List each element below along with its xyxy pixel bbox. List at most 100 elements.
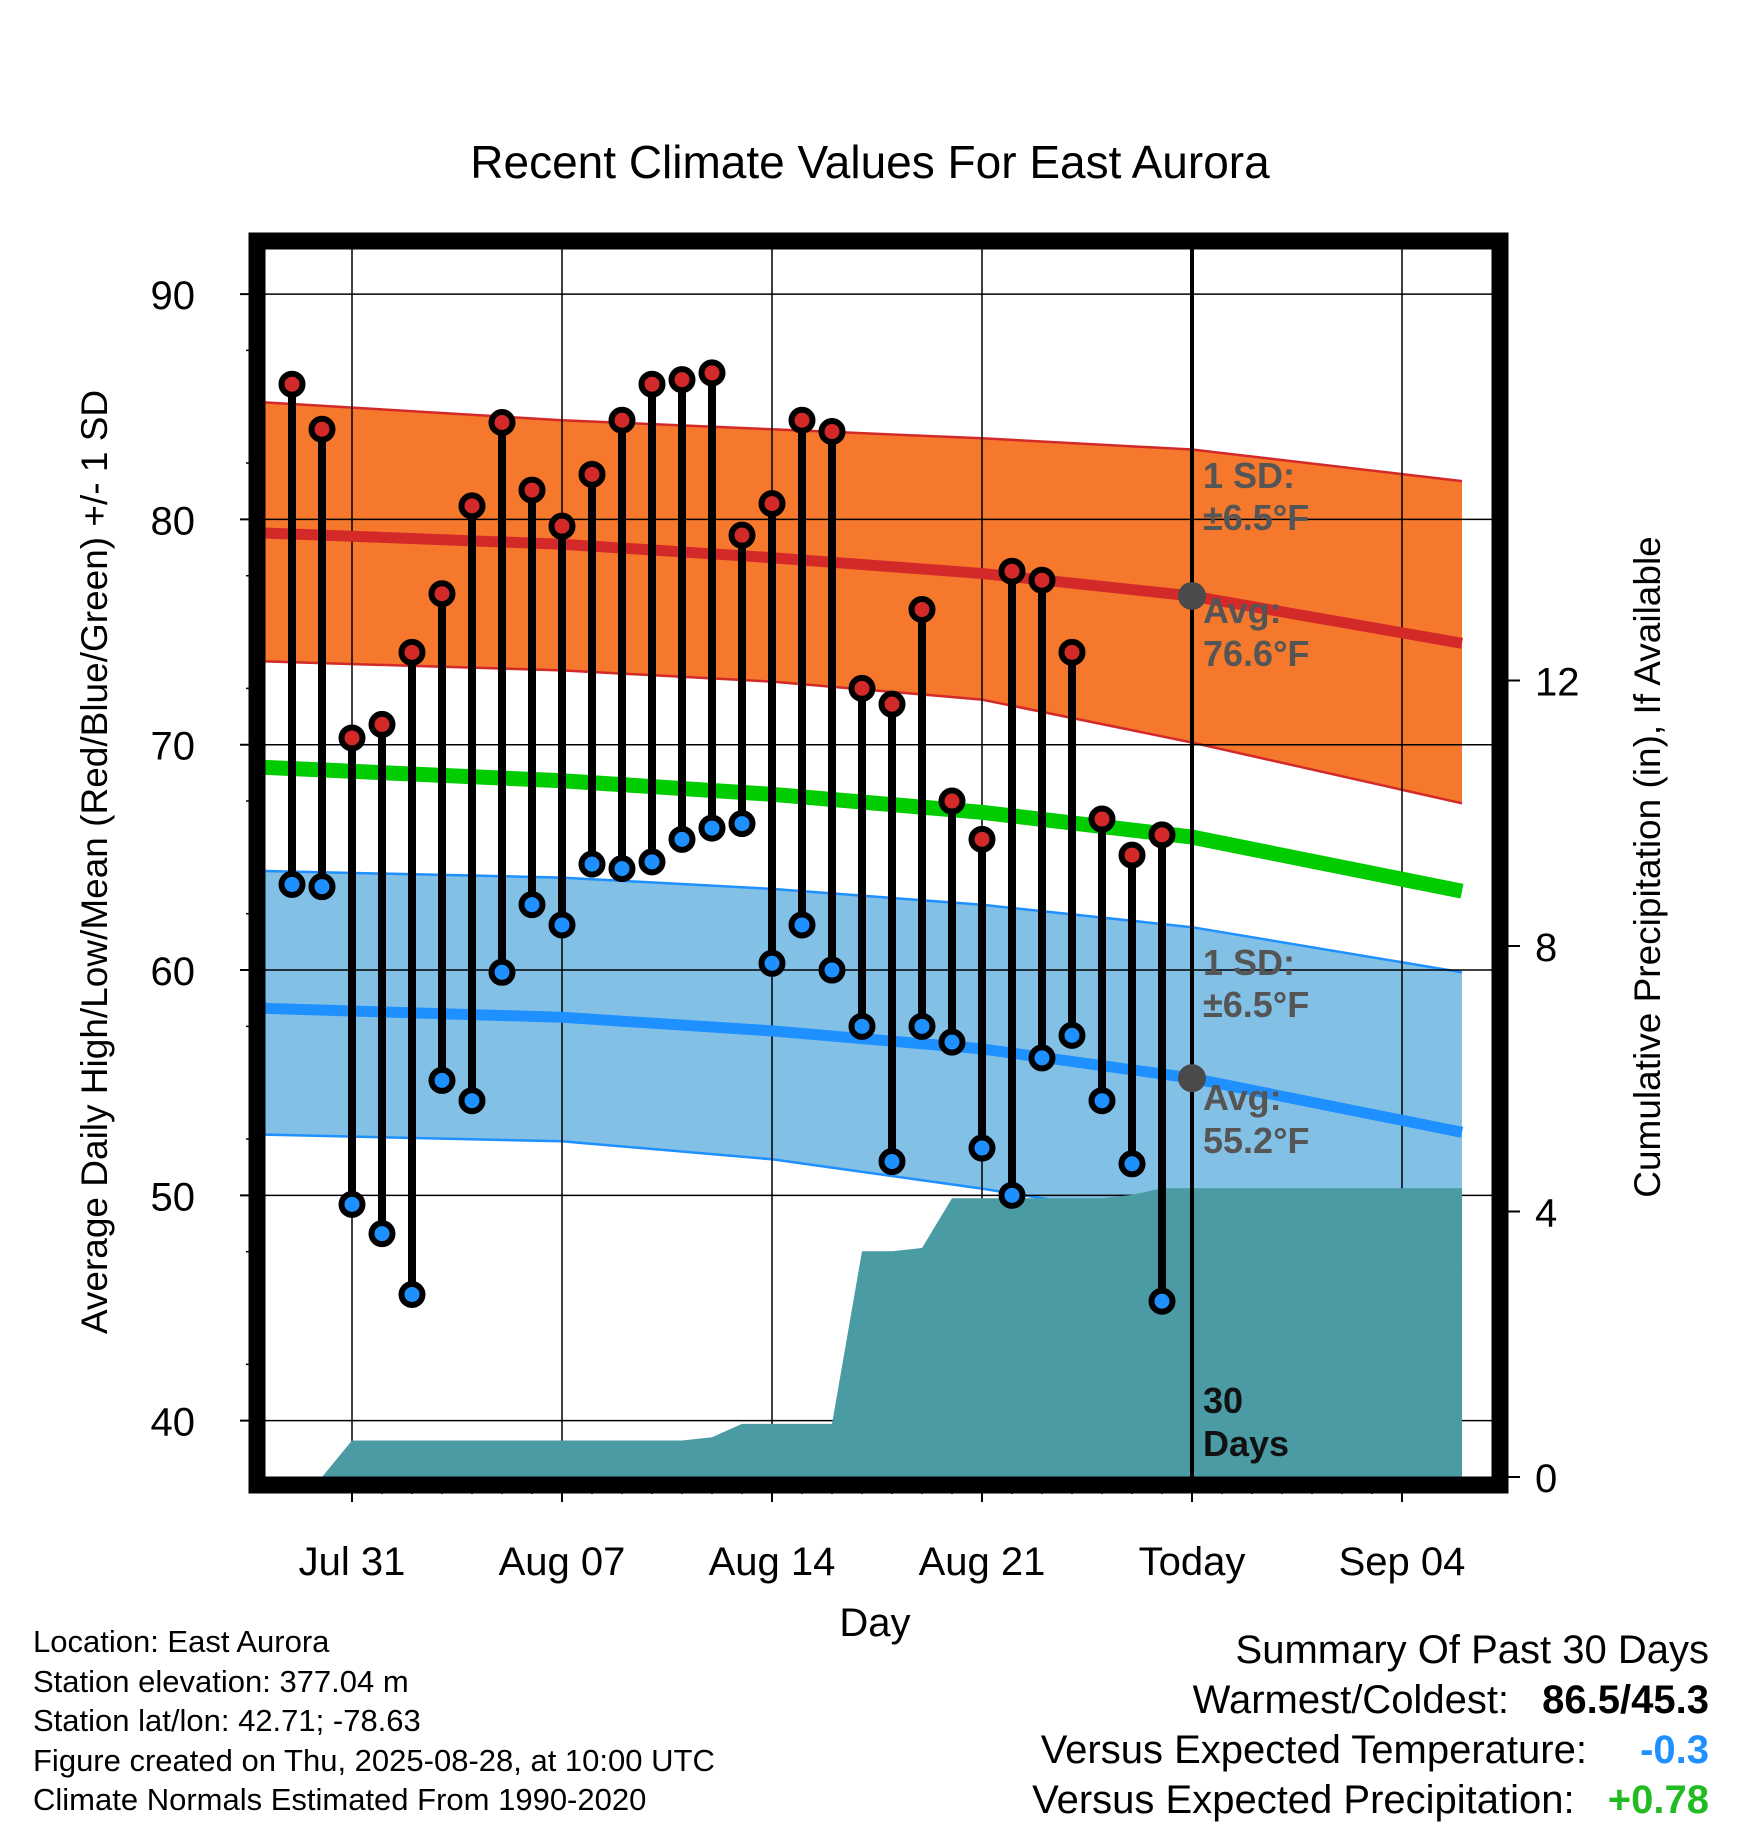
low-sd-band-upper-edge <box>265 869 1463 974</box>
normals-text: Climate Normals Estimated From 1990-2020 <box>33 1782 647 1817</box>
high-point <box>788 406 816 434</box>
precipitation-area <box>322 1188 1462 1477</box>
low-point <box>848 1012 876 1040</box>
low-point <box>758 949 786 977</box>
low-point <box>788 911 816 939</box>
precipitation-fill <box>322 1188 1462 1477</box>
low-avg-title: Avg: <box>1203 1077 1282 1118</box>
mean-average-line <box>265 759 1464 899</box>
x-tick-label: Aug 07 <box>499 1540 626 1584</box>
high-point <box>278 370 306 398</box>
low-point <box>278 870 306 898</box>
high-point <box>818 418 846 446</box>
low-point <box>368 1220 396 1248</box>
today-low-average-dot <box>1178 1064 1206 1093</box>
high-point <box>1058 638 1086 666</box>
high-point <box>1088 805 1116 833</box>
high-point <box>1148 821 1176 849</box>
temperature-value: -0.3 <box>1640 1728 1709 1772</box>
low-average-line <box>265 1002 1464 1138</box>
high-point <box>728 521 756 549</box>
high-point <box>548 512 576 540</box>
precipitation-value: +0.78 <box>1607 1778 1709 1822</box>
low-point <box>968 1134 996 1162</box>
low-point <box>908 1012 936 1040</box>
days-word: Days <box>1203 1423 1289 1464</box>
y-tick-label: 90 <box>151 274 196 318</box>
high-sd-band-lower-edge <box>265 660 1463 805</box>
low-point <box>938 1028 966 1056</box>
high-point <box>998 557 1026 585</box>
y-tick-label: 50 <box>151 1175 196 1219</box>
days-number: 30 <box>1203 1380 1243 1421</box>
y2-tick-label: 0 <box>1535 1457 1557 1501</box>
warmest-coldest-value: 86.5/45.3 <box>1542 1678 1709 1722</box>
high-point <box>848 674 876 702</box>
y-tick-label: 40 <box>151 1401 196 1445</box>
low-point <box>338 1190 366 1218</box>
x-tick-label: Sep 04 <box>1339 1540 1466 1584</box>
x-tick-label: Today <box>1139 1540 1246 1584</box>
daily-points <box>278 359 1176 1315</box>
chart-title: Recent Climate Values For East Aurora <box>470 136 1270 188</box>
plot-border <box>248 232 1509 1494</box>
high-point <box>518 476 546 504</box>
low-sd-title: 1 SD: <box>1203 942 1295 983</box>
high-point <box>1118 841 1146 869</box>
elevation-text: Station elevation: 377.04 m <box>33 1663 409 1699</box>
high-point <box>1028 566 1056 594</box>
average-lines <box>265 527 1464 1138</box>
summary-panel: Summary Of Past 30 Days Warmest/Coldest:… <box>1032 1625 1709 1825</box>
high-point <box>698 359 726 387</box>
low-point <box>608 855 636 883</box>
today-high-average-dot <box>1178 581 1206 610</box>
low-point <box>728 810 756 838</box>
daily-range-stems <box>288 372 1166 1302</box>
low-point <box>698 814 726 842</box>
high-avg-title: Avg: <box>1203 590 1282 631</box>
y2-axis-label: Cumulative Precipitation (in), If Availa… <box>1627 536 1668 1198</box>
temperature-label: Versus Expected Temperature: <box>1040 1728 1587 1772</box>
low-point <box>428 1066 456 1094</box>
created-text: Figure created on Thu, 2025-08-28, at 10… <box>33 1742 715 1778</box>
low-avg-value: 55.2°F <box>1203 1120 1309 1161</box>
low-point <box>488 958 516 986</box>
high-sd-title: 1 SD: <box>1203 455 1295 496</box>
warmest-coldest-label: Warmest/Coldest: <box>1192 1678 1510 1722</box>
x-tick-label: Aug 14 <box>709 1540 836 1584</box>
low-point <box>878 1148 906 1176</box>
high-point <box>488 408 516 436</box>
high-point <box>638 370 666 398</box>
high-point <box>608 406 636 434</box>
y-axis-label: Average Daily High/Low/Mean (Red/Blue/Gr… <box>74 390 115 1334</box>
low-sd-value: ±6.5°F <box>1203 984 1309 1025</box>
axes: 40 50 60 70 80 90 0 4 8 12 Jul 31 Aug 07 Aug 14 Aug 2… <box>74 274 1668 1645</box>
low-point <box>458 1087 486 1115</box>
high-point <box>368 710 396 738</box>
y2-tick-label: 4 <box>1535 1191 1557 1235</box>
low-point <box>578 850 606 878</box>
low-point <box>308 873 336 901</box>
low-point <box>1058 1021 1086 1049</box>
latlon-text: Station lat/lon: 42.71; -78.63 <box>33 1703 421 1738</box>
high-point <box>338 724 366 752</box>
high-point <box>968 825 996 853</box>
high-sd-value: ±6.5°F <box>1203 497 1309 538</box>
x-tick-label: Aug 21 <box>919 1540 1046 1584</box>
low-point <box>1118 1150 1146 1178</box>
high-point <box>428 580 456 608</box>
high-avg-value: 76.6°F <box>1203 633 1309 674</box>
high-point <box>458 492 486 520</box>
plot-frame <box>248 232 1509 1494</box>
low-point <box>998 1181 1026 1209</box>
high-point <box>938 787 966 815</box>
y-tick-label: 60 <box>151 950 196 994</box>
x-tick-label: Jul 31 <box>299 1540 406 1584</box>
summary-title: Summary Of Past 30 Days <box>1235 1628 1709 1672</box>
location-text: Location: East Aurora <box>33 1624 330 1659</box>
low-point <box>518 891 546 919</box>
high-point <box>668 366 696 394</box>
warmest-coldest-row: Warmest/Coldest: 86.5/45.3 <box>1032 1675 1709 1725</box>
